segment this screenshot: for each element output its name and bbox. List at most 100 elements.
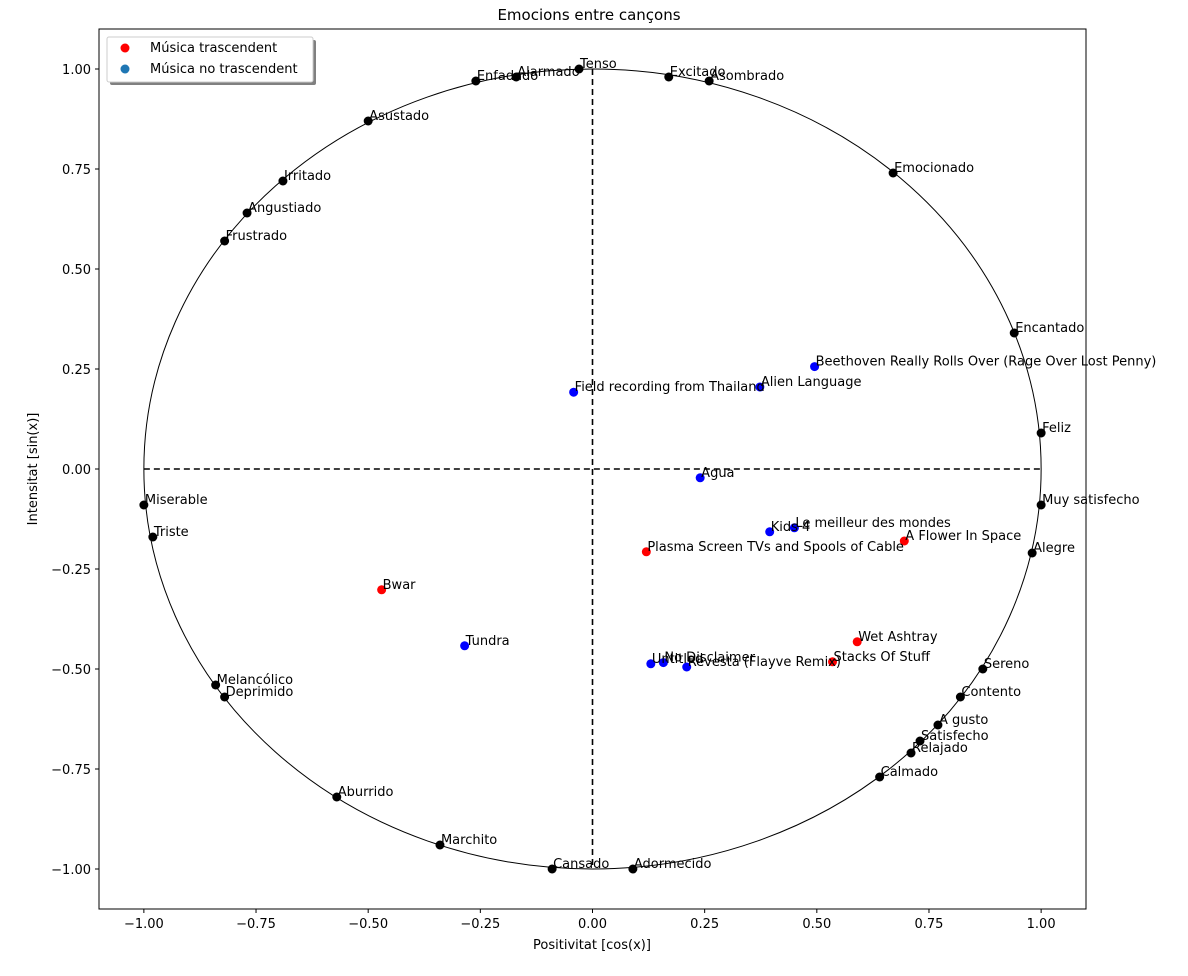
y-tick-label: 0.75: [62, 163, 91, 178]
x-tick-label: −0.25: [460, 917, 500, 932]
legend-marker-no-trascendent: [120, 64, 130, 74]
song-label: Bwar: [383, 578, 417, 593]
song-label: Alien Language: [761, 375, 862, 390]
emotion-label: Miserable: [145, 493, 208, 508]
song-point-trascendent: [899, 536, 909, 546]
emotion-label: Aburrido: [338, 785, 394, 800]
emotion-label: Alarmado: [517, 65, 579, 80]
emotion-point: [888, 168, 898, 178]
emotion-label: Frustrado: [226, 229, 288, 244]
emotion-label: Sereno: [984, 657, 1030, 672]
y-tick-label: −1.00: [51, 863, 91, 878]
song-point-no-trascendent: [682, 662, 692, 672]
song-point-trascendent: [852, 637, 862, 647]
x-tick-label: −0.50: [348, 917, 388, 932]
song-point-no-trascendent: [695, 473, 705, 483]
x-tick-label: 0.00: [578, 917, 607, 932]
song-point-no-trascendent: [755, 382, 765, 392]
x-tick-label: 0.75: [915, 917, 944, 932]
emotion-label: Asustado: [369, 109, 429, 124]
emotion-label: Contento: [961, 685, 1021, 700]
emotion-point: [242, 208, 252, 218]
emotion-point: [148, 532, 158, 542]
emotion-label: A gusto: [939, 713, 988, 728]
emotion-point: [906, 748, 916, 758]
emotion-label: Melancólico: [217, 673, 294, 688]
song-point-trascendent: [828, 657, 838, 667]
emotion-point: [915, 736, 925, 746]
song-point-trascendent: [377, 585, 387, 595]
emotion-label: Asombrado: [710, 69, 784, 84]
emotion-point: [1009, 328, 1019, 338]
song-label: Wet Ashtray: [858, 630, 938, 645]
points-layer: [139, 64, 1046, 874]
song-label: Stacks Of Stuff: [834, 650, 931, 665]
song-label: Plasma Screen TVs and Spools of Cable: [647, 540, 904, 555]
emotion-point: [664, 72, 674, 82]
emotion-label: Enfadado: [477, 69, 538, 84]
emotion-point: [220, 692, 230, 702]
song-point-no-trascendent: [569, 387, 579, 397]
song-label: No Disclaimer: [664, 651, 755, 666]
emotion-label: Adormecido: [634, 857, 712, 872]
y-tick-label: 1.00: [62, 63, 91, 78]
emotion-point: [1036, 428, 1046, 438]
emotion-label: Irritado: [284, 169, 331, 184]
emotion-point: [875, 772, 885, 782]
emotion-label: Muy satisfecho: [1042, 493, 1139, 508]
emotion-point: [1027, 548, 1037, 558]
emotion-label: Excitado: [670, 65, 726, 80]
song-point-no-trascendent: [765, 527, 775, 537]
emotion-label: Emocionado: [894, 161, 974, 176]
song-label: Field recording from Thailand: [575, 380, 765, 395]
plot-frame: [98, 28, 1087, 910]
y-tick-label: −0.25: [51, 563, 91, 578]
song-point-no-trascendent: [810, 362, 820, 372]
legend-label-no-trascendent: Música no trascendent: [150, 62, 298, 77]
emotion-point: [511, 72, 521, 82]
emotion-label: Triste: [153, 525, 189, 540]
emotion-label: Cansado: [553, 857, 609, 872]
axes-layer: −1.00 −0.75 −0.50 −0.25 0.00 0.25 0.50 0.75 1.00…: [51, 63, 1055, 932]
emotion-label: Calmado: [881, 765, 939, 780]
song-label: Tundra: [465, 634, 510, 649]
emotion-label: Marchito: [441, 833, 497, 848]
emotion-point: [933, 720, 943, 730]
y-tick-label: 0.50: [62, 263, 91, 278]
emotion-point: [139, 500, 149, 510]
y-axis-title: Intensitat [sin(x)]: [26, 413, 41, 526]
y-tick-label: −0.50: [51, 663, 91, 678]
emotion-point: [574, 64, 584, 74]
emotion-point: [955, 692, 965, 702]
song-label: Revesta (Flayve Remix): [688, 655, 841, 670]
emotion-point: [435, 840, 445, 850]
y-tick-label: −0.75: [51, 763, 91, 778]
x-tick-label: 1.00: [1027, 917, 1056, 932]
song-point-no-trascendent: [658, 658, 668, 668]
emotion-label: Encantado: [1015, 321, 1084, 336]
song-label: Beethoven Really Rolls Over (Rage Over L…: [816, 355, 1157, 370]
emotion-point: [211, 680, 221, 690]
legend-label-trascendent: Música trascendent: [150, 41, 277, 56]
y-tick-label: 0.25: [62, 363, 91, 378]
song-label: Kids 4: [771, 520, 811, 535]
song-label: A Flower In Space: [905, 529, 1021, 544]
emotion-point: [1036, 500, 1046, 510]
song-point-no-trascendent: [460, 641, 470, 651]
emotion-label: Angustiado: [248, 201, 321, 216]
emotion-label: Relajado: [912, 741, 968, 756]
song-label: Le meilleur des mondes: [795, 516, 951, 531]
emotion-point: [628, 864, 638, 874]
legend-marker-trascendent: [120, 43, 130, 53]
emotion-point: [547, 864, 557, 874]
x-axis-title: Positivitat [cos(x)]: [533, 938, 651, 953]
y-tick-label: 0.00: [62, 463, 91, 478]
emotion-point: [978, 664, 988, 674]
x-tick-label: −1.00: [124, 917, 164, 932]
emotion-point: [704, 76, 714, 86]
song-point-trascendent: [641, 547, 651, 557]
x-tick-label: −0.75: [236, 917, 276, 932]
emotion-label: Alegre: [1033, 541, 1075, 556]
emotion-label: Deprimido: [226, 685, 294, 700]
